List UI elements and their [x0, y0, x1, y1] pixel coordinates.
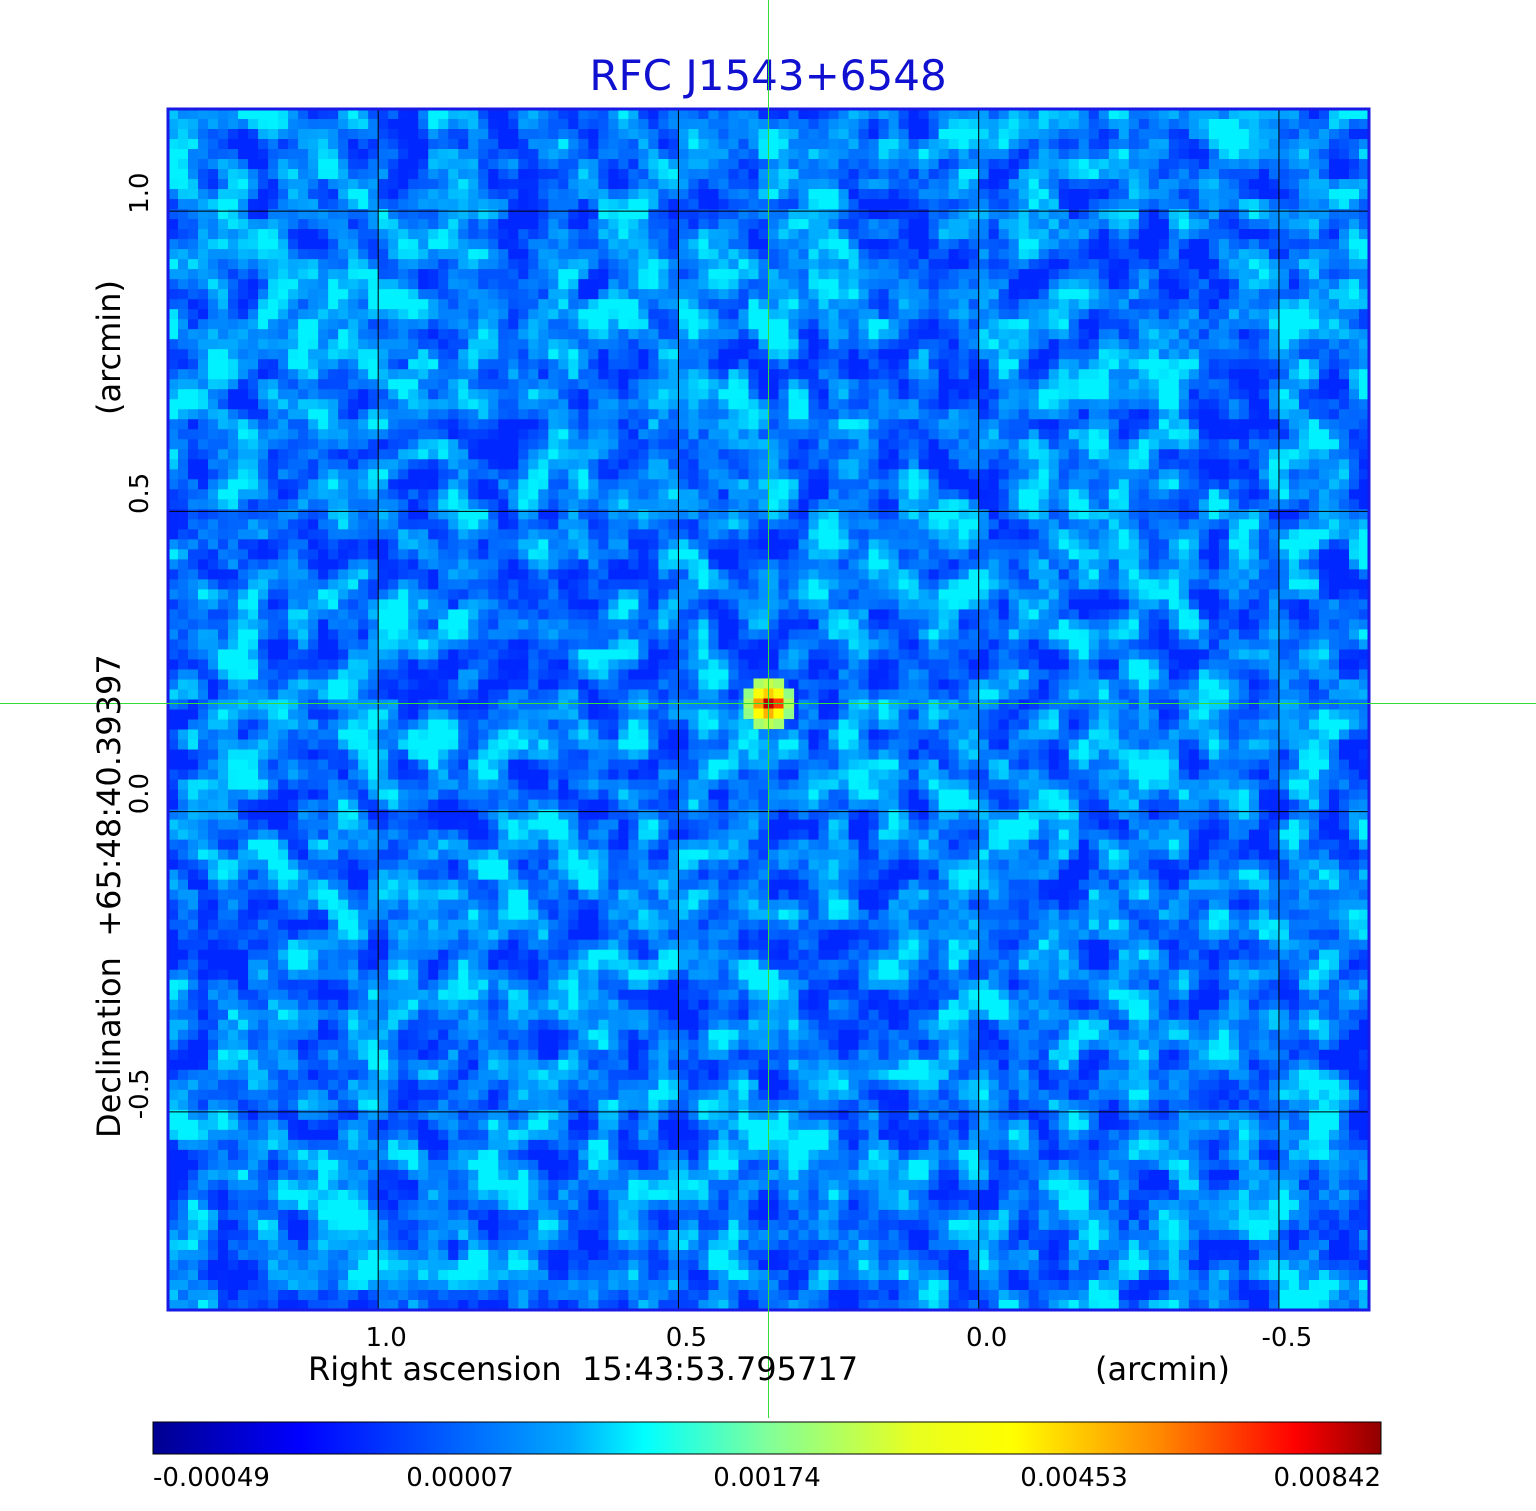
x-tick-label: 0.0	[966, 1323, 1007, 1353]
x-tick-label: 0.5	[666, 1323, 707, 1353]
colorbar-tick-label: -0.00049	[153, 1463, 270, 1493]
colorbar-tick-label: 0.00453	[1020, 1463, 1128, 1493]
y-axis-unit: (arcmin)	[90, 280, 128, 415]
x-axis-label: Right ascension 15:43:53.795717	[308, 1350, 858, 1388]
image-pixels	[168, 109, 1369, 1310]
y-tick-label: 1.0	[125, 172, 155, 213]
y-tick-label: 0.0	[125, 773, 155, 814]
colorbar-tick-label: 0.00007	[406, 1463, 514, 1493]
y-tick-label: 0.5	[125, 473, 155, 514]
x-axis-unit: (arcmin)	[1095, 1350, 1230, 1388]
y-axis-label: Declination +65:48:40.39397	[90, 654, 128, 1138]
x-tick-label: 1.0	[365, 1323, 406, 1353]
colorbar	[152, 1421, 1382, 1455]
x-tick-labels: 1.0 0.5 0.0 -0.5	[365, 1323, 1312, 1353]
colorbar-tick-label: 0.00842	[1273, 1463, 1381, 1493]
crosshair	[0, 0, 1536, 1418]
colorbar-ticks: -0.00049 0.00007 0.00174 0.00453 0.00842	[153, 1463, 1381, 1493]
y-tick-labels: 1.0 0.5 0.0 -0.5	[125, 172, 155, 1119]
colorbar-tick-label: 0.00174	[713, 1463, 821, 1493]
y-tick-label: -0.5	[125, 1068, 155, 1119]
x-tick-label: -0.5	[1262, 1323, 1313, 1353]
